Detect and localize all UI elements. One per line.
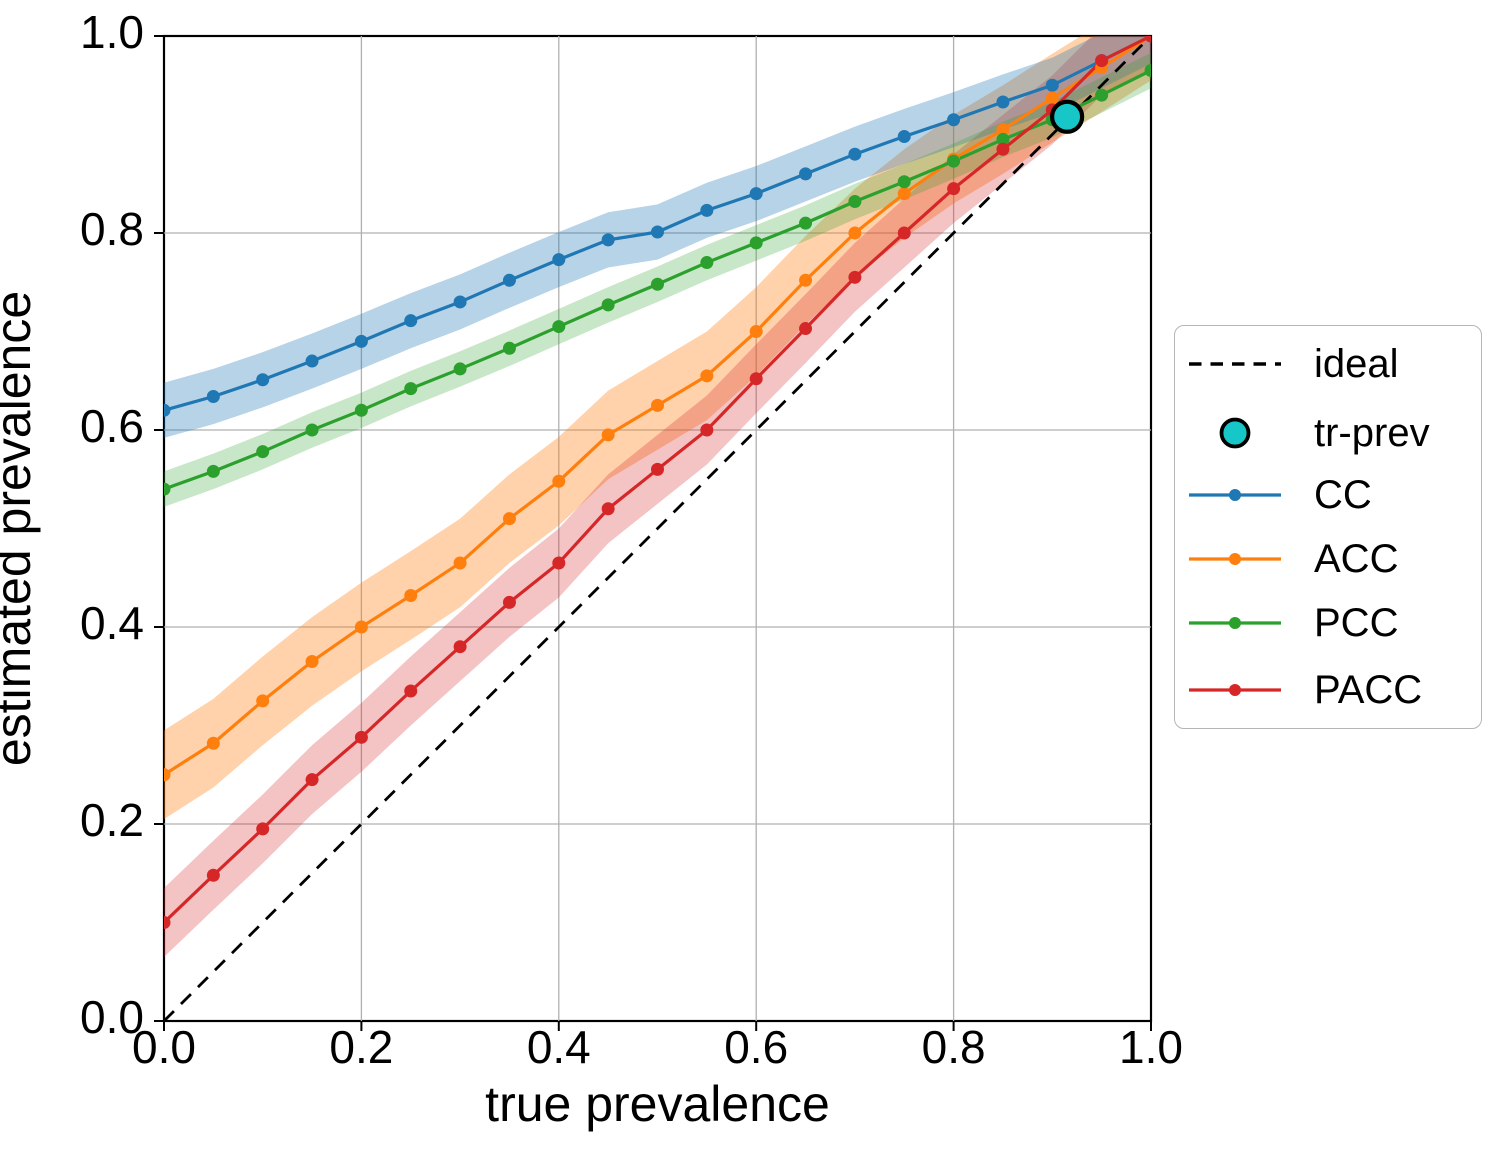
- svg-text:true prevalence: true prevalence: [485, 1076, 830, 1132]
- svg-text:0.0: 0.0: [80, 991, 144, 1043]
- svg-text:0.4: 0.4: [527, 1021, 591, 1073]
- svg-text:0.8: 0.8: [80, 203, 144, 255]
- svg-text:0.6: 0.6: [724, 1021, 788, 1073]
- svg-text:0.2: 0.2: [329, 1021, 393, 1073]
- svg-text:0.2: 0.2: [80, 794, 144, 846]
- svg-text:0.8: 0.8: [922, 1021, 986, 1073]
- svg-text:1.0: 1.0: [1119, 1021, 1183, 1073]
- svg-text:0.6: 0.6: [80, 400, 144, 452]
- svg-text:1.0: 1.0: [80, 6, 144, 58]
- svg-text:estimated prevalence: estimated prevalence: [0, 291, 41, 766]
- svg-text:0.4: 0.4: [80, 597, 144, 649]
